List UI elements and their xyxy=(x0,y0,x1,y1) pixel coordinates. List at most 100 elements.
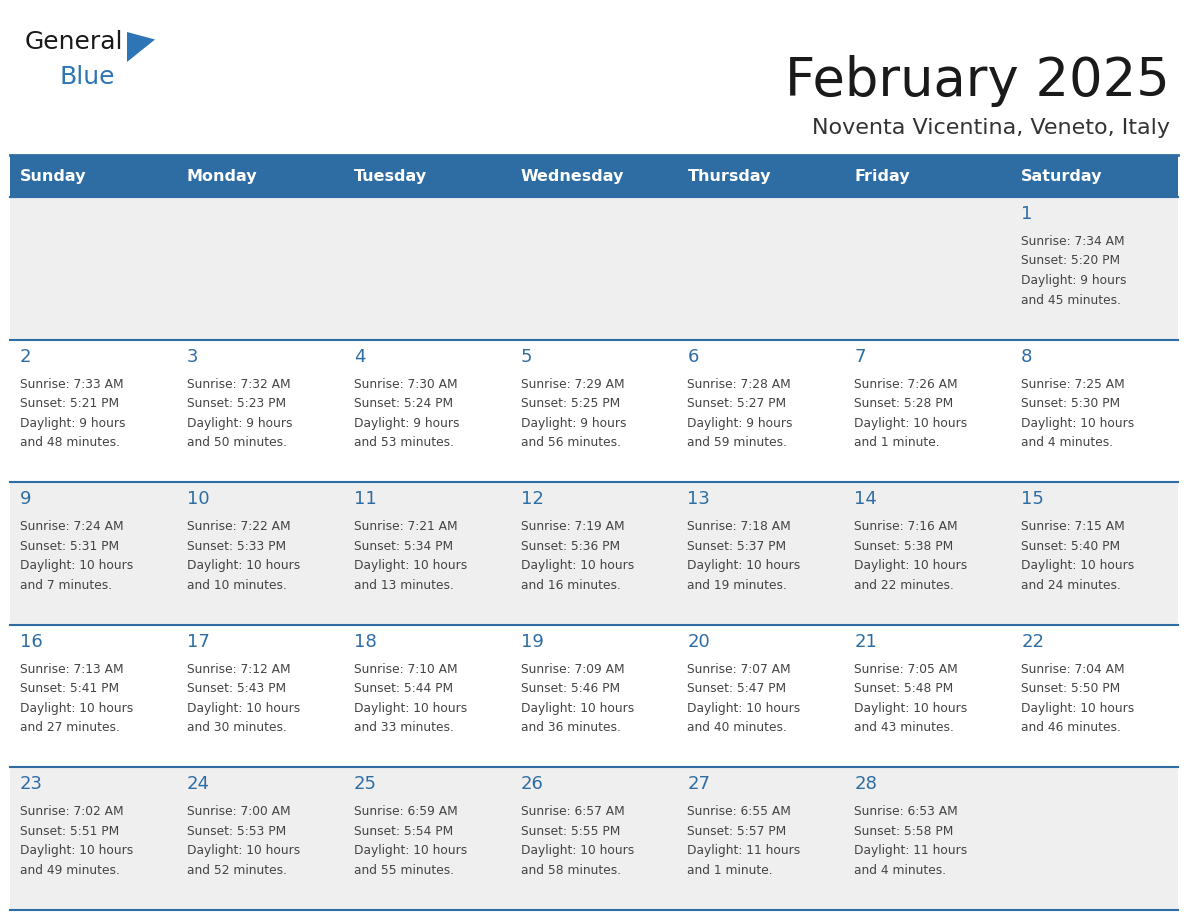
Text: Sunrise: 7:02 AM: Sunrise: 7:02 AM xyxy=(20,805,124,819)
Text: Sunrise: 7:04 AM: Sunrise: 7:04 AM xyxy=(1022,663,1125,676)
Text: 10: 10 xyxy=(187,490,209,509)
Text: Sunset: 5:55 PM: Sunset: 5:55 PM xyxy=(520,825,620,838)
Bar xyxy=(343,197,511,340)
Text: Daylight: 10 hours: Daylight: 10 hours xyxy=(187,845,301,857)
Text: Sunset: 5:31 PM: Sunset: 5:31 PM xyxy=(20,540,119,553)
Text: Sunrise: 7:07 AM: Sunrise: 7:07 AM xyxy=(688,663,791,676)
Text: Daylight: 9 hours: Daylight: 9 hours xyxy=(354,417,460,430)
Text: Daylight: 10 hours: Daylight: 10 hours xyxy=(854,417,967,430)
Text: General: General xyxy=(25,30,124,54)
Text: Sunset: 5:50 PM: Sunset: 5:50 PM xyxy=(1022,682,1120,695)
Text: and 19 minutes.: and 19 minutes. xyxy=(688,578,788,592)
Text: Sunset: 5:51 PM: Sunset: 5:51 PM xyxy=(20,825,119,838)
Text: Sunrise: 6:59 AM: Sunrise: 6:59 AM xyxy=(354,805,457,819)
Text: Daylight: 9 hours: Daylight: 9 hours xyxy=(688,417,792,430)
Text: Sunrise: 7:33 AM: Sunrise: 7:33 AM xyxy=(20,377,124,390)
Text: Blue: Blue xyxy=(61,65,115,89)
Text: 13: 13 xyxy=(688,490,710,509)
Text: 1: 1 xyxy=(1022,205,1032,223)
Text: Sunset: 5:24 PM: Sunset: 5:24 PM xyxy=(354,397,453,410)
Text: and 16 minutes.: and 16 minutes. xyxy=(520,578,620,592)
Bar xyxy=(10,197,177,340)
Bar xyxy=(677,625,845,767)
Text: 27: 27 xyxy=(688,776,710,793)
Bar xyxy=(343,482,511,625)
Bar xyxy=(677,482,845,625)
Text: Sunrise: 7:24 AM: Sunrise: 7:24 AM xyxy=(20,521,124,533)
Text: Daylight: 10 hours: Daylight: 10 hours xyxy=(187,559,301,572)
Text: and 59 minutes.: and 59 minutes. xyxy=(688,436,788,449)
Text: and 30 minutes.: and 30 minutes. xyxy=(187,722,286,734)
Text: Daylight: 10 hours: Daylight: 10 hours xyxy=(1022,417,1135,430)
Text: Sunrise: 7:29 AM: Sunrise: 7:29 AM xyxy=(520,377,624,390)
Text: Sunrise: 6:57 AM: Sunrise: 6:57 AM xyxy=(520,805,625,819)
Text: Sunrise: 7:22 AM: Sunrise: 7:22 AM xyxy=(187,521,291,533)
Bar xyxy=(845,340,1011,482)
Text: 3: 3 xyxy=(187,348,198,365)
Text: Sunset: 5:33 PM: Sunset: 5:33 PM xyxy=(187,540,286,553)
Text: and 56 minutes.: and 56 minutes. xyxy=(520,436,620,449)
Bar xyxy=(343,340,511,482)
Bar xyxy=(10,482,177,625)
Text: Sunrise: 7:21 AM: Sunrise: 7:21 AM xyxy=(354,521,457,533)
Text: Tuesday: Tuesday xyxy=(354,169,426,184)
Text: Sunset: 5:48 PM: Sunset: 5:48 PM xyxy=(854,682,954,695)
Text: 24: 24 xyxy=(187,776,210,793)
Bar xyxy=(677,340,845,482)
Text: and 33 minutes.: and 33 minutes. xyxy=(354,722,454,734)
Text: Thursday: Thursday xyxy=(688,169,771,184)
Text: Sunrise: 7:13 AM: Sunrise: 7:13 AM xyxy=(20,663,124,676)
Text: and 58 minutes.: and 58 minutes. xyxy=(520,864,620,877)
Text: Sunrise: 7:10 AM: Sunrise: 7:10 AM xyxy=(354,663,457,676)
Bar xyxy=(10,155,1178,197)
Bar xyxy=(511,482,677,625)
Text: 26: 26 xyxy=(520,776,543,793)
Text: and 52 minutes.: and 52 minutes. xyxy=(187,864,286,877)
Text: and 10 minutes.: and 10 minutes. xyxy=(187,578,286,592)
Bar xyxy=(677,767,845,910)
Bar xyxy=(511,767,677,910)
Text: and 48 minutes.: and 48 minutes. xyxy=(20,436,120,449)
Text: 12: 12 xyxy=(520,490,543,509)
Text: Wednesday: Wednesday xyxy=(520,169,624,184)
Text: and 36 minutes.: and 36 minutes. xyxy=(520,722,620,734)
Text: Daylight: 9 hours: Daylight: 9 hours xyxy=(187,417,292,430)
Text: Sunset: 5:40 PM: Sunset: 5:40 PM xyxy=(1022,540,1120,553)
Text: Sunrise: 7:09 AM: Sunrise: 7:09 AM xyxy=(520,663,624,676)
Text: 7: 7 xyxy=(854,348,866,365)
Text: Sunrise: 7:34 AM: Sunrise: 7:34 AM xyxy=(1022,235,1125,248)
Polygon shape xyxy=(127,32,154,62)
Text: 23: 23 xyxy=(20,776,43,793)
Text: Sunset: 5:58 PM: Sunset: 5:58 PM xyxy=(854,825,954,838)
Bar xyxy=(677,197,845,340)
Bar xyxy=(1011,197,1178,340)
Bar xyxy=(10,625,177,767)
Text: 20: 20 xyxy=(688,633,710,651)
Text: and 1 minute.: and 1 minute. xyxy=(854,436,940,449)
Text: Sunrise: 7:26 AM: Sunrise: 7:26 AM xyxy=(854,377,958,390)
Text: 17: 17 xyxy=(187,633,210,651)
Bar xyxy=(511,625,677,767)
Text: Daylight: 10 hours: Daylight: 10 hours xyxy=(688,701,801,715)
Text: 9: 9 xyxy=(20,490,32,509)
Text: and 55 minutes.: and 55 minutes. xyxy=(354,864,454,877)
Bar xyxy=(177,197,343,340)
Bar xyxy=(845,197,1011,340)
Text: Daylight: 10 hours: Daylight: 10 hours xyxy=(187,701,301,715)
Text: 8: 8 xyxy=(1022,348,1032,365)
Text: Sunset: 5:21 PM: Sunset: 5:21 PM xyxy=(20,397,119,410)
Text: 5: 5 xyxy=(520,348,532,365)
Text: 18: 18 xyxy=(354,633,377,651)
Text: Sunset: 5:28 PM: Sunset: 5:28 PM xyxy=(854,397,954,410)
Text: Sunrise: 7:00 AM: Sunrise: 7:00 AM xyxy=(187,805,291,819)
Bar xyxy=(10,767,177,910)
Text: and 1 minute.: and 1 minute. xyxy=(688,864,773,877)
Text: Sunrise: 7:32 AM: Sunrise: 7:32 AM xyxy=(187,377,291,390)
Text: and 46 minutes.: and 46 minutes. xyxy=(1022,722,1121,734)
Text: Monday: Monday xyxy=(187,169,258,184)
Text: Sunset: 5:44 PM: Sunset: 5:44 PM xyxy=(354,682,453,695)
Text: 21: 21 xyxy=(854,633,877,651)
Text: Sunrise: 7:19 AM: Sunrise: 7:19 AM xyxy=(520,521,624,533)
Text: and 50 minutes.: and 50 minutes. xyxy=(187,436,286,449)
Text: Sunrise: 7:30 AM: Sunrise: 7:30 AM xyxy=(354,377,457,390)
